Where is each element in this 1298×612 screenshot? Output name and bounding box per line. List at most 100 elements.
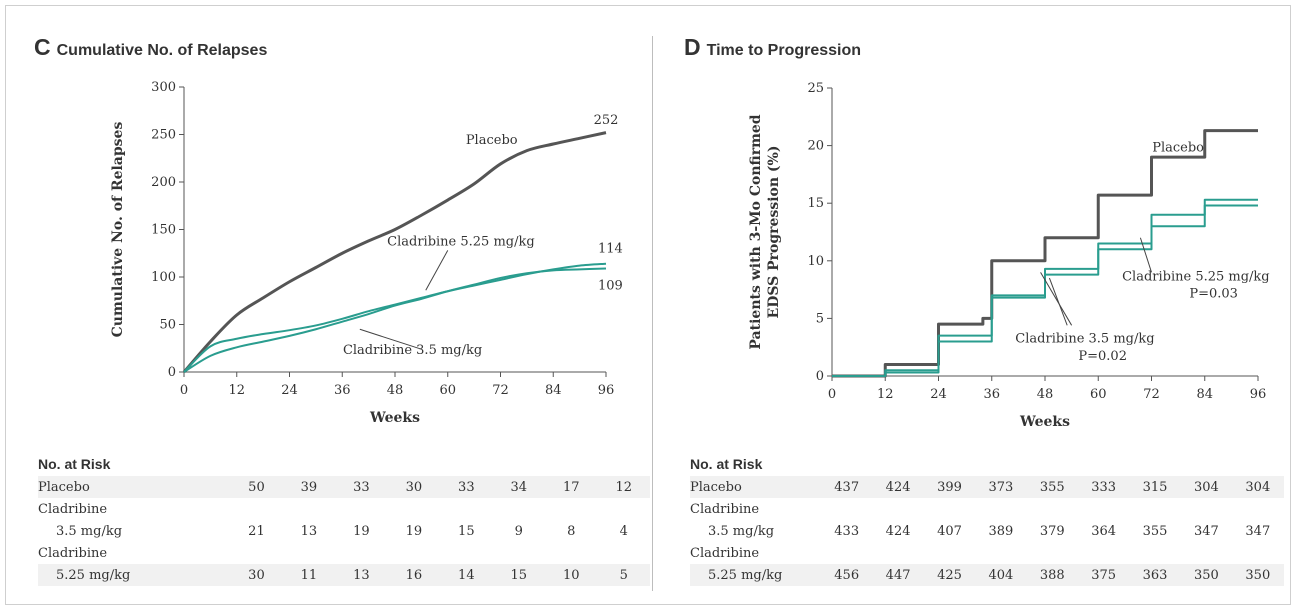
x-tick-label-96: 96 [1250, 387, 1267, 402]
panel-d-letter: D [684, 34, 701, 60]
risk-row: 3.5 mg/kg 433 424 407 389 379 364 355 347 347 [690, 520, 1284, 542]
y-tick-label-100: 100 [151, 270, 176, 285]
risk-value: 14 [440, 564, 493, 586]
x-tick-label-60: 60 [439, 383, 456, 398]
panel-c-title-text: Cumulative No. of Relapses [56, 42, 268, 59]
panel-c-letter: C [34, 34, 51, 60]
risk-value [975, 542, 1026, 564]
x-tick-label-48: 48 [387, 383, 404, 398]
risk-value: 39 [282, 476, 336, 498]
x-tick-label-84: 84 [545, 383, 562, 398]
risk-value: 34 [492, 476, 546, 498]
risk-value: 350 [1232, 564, 1284, 586]
risk-value: 9 [514, 523, 523, 539]
risk-value: 15 [492, 564, 546, 586]
risk-group-label: Placebo [38, 476, 231, 498]
progression-chart: 0 12 24 36 48 60 72 84 96 0 5 10 15 20 25 Weeks Patients… [748, 81, 1270, 430]
series-line-placebo [182, 131, 607, 373]
risk-value [598, 498, 651, 520]
risk-value [1181, 498, 1232, 520]
risk-value: 389 [988, 523, 1014, 539]
risk-value: 30 [230, 564, 283, 586]
risk-value: 364 [1091, 523, 1117, 539]
risk-value [872, 498, 923, 520]
risk-value: 8 [567, 523, 576, 539]
x-axis-label: Weeks [369, 410, 420, 426]
y-tick-label-300: 300 [151, 80, 176, 95]
risk-row: Cladribine [38, 542, 650, 564]
x-tick-label-60: 60 [1090, 387, 1107, 402]
risk-header: No. at Risk [690, 456, 763, 472]
panel-c-risk-table: No. at Risk Placebo 50 39 33 30 33 34 17 12 Cladr… [38, 452, 650, 586]
risk-value: 21 [248, 523, 265, 539]
x-tick-label-84: 84 [1196, 387, 1213, 402]
x-tick-label-0: 0 [828, 387, 836, 402]
risk-value [283, 498, 335, 520]
risk-row: 5.25 mg/kg 30 11 13 16 14 15 10 5 [38, 564, 650, 586]
risk-value [1129, 542, 1180, 564]
leader-line-2 [1040, 272, 1073, 326]
panel-d-title: D Time to Progression [684, 34, 861, 61]
risk-value [493, 498, 545, 520]
risk-value: 355 [1026, 476, 1078, 498]
risk-value: 33 [335, 476, 388, 498]
y-tick-label-25: 25 [807, 81, 824, 96]
x-tick-label-96: 96 [598, 383, 615, 398]
leader-line-1 [1139, 237, 1152, 273]
risk-value: 425 [923, 564, 976, 586]
y-tick-label-0: 0 [168, 365, 176, 380]
risk-value [440, 498, 492, 520]
risk-row: Placebo 50 39 33 30 33 34 17 12 [38, 476, 650, 498]
risk-value: 4 [619, 523, 628, 539]
risk-value: 373 [975, 476, 1027, 498]
series-line-cladribine-3-5-mg-kg [832, 204, 1258, 377]
risk-value: 363 [1129, 564, 1181, 586]
x-tick-label-0: 0 [180, 383, 188, 398]
risk-value: 379 [1039, 523, 1065, 539]
risk-value: 13 [300, 523, 318, 539]
series-line-placebo [832, 129, 1258, 378]
annotation-placebo: Placebo [1152, 140, 1204, 155]
risk-row: Cladribine [690, 498, 1284, 520]
risk-value [1181, 542, 1232, 564]
risk-value: 355 [1142, 523, 1168, 539]
series-line-cladribine-3-5-mg-kg [183, 267, 607, 373]
figure-frame [5, 5, 1291, 605]
y-tick-label-10: 10 [807, 254, 824, 269]
risk-value: 375 [1077, 564, 1130, 586]
risk-group-label: 3.5 mg/kg [708, 523, 775, 539]
risk-group-label: Cladribine [38, 501, 108, 517]
risk-row: Placebo 437 424 399 373 355 333 315 304 304 [690, 476, 1284, 498]
x-tick-label-12: 12 [877, 387, 894, 402]
risk-value [1232, 498, 1283, 520]
risk-value [1078, 498, 1129, 520]
x-tick-label-36: 36 [334, 383, 351, 398]
x-tick-label-24: 24 [930, 387, 947, 402]
risk-value: 433 [834, 523, 860, 539]
risk-group-label: 3.5 mg/kg [56, 523, 123, 539]
panel-d-title-text: Time to Progression [706, 42, 862, 59]
y-tick-label-20: 20 [807, 139, 824, 154]
risk-value [545, 498, 597, 520]
annotation-114: 114 [598, 241, 623, 256]
annotation-252: 252 [594, 113, 619, 128]
panel-c-title: C Cumulative No. of Relapses [34, 34, 267, 61]
risk-value [388, 542, 440, 564]
risk-value [335, 498, 387, 520]
y-tick-label-15: 15 [807, 196, 824, 211]
risk-value [821, 498, 872, 520]
relapses-chart: 0 12 24 36 48 60 72 84 96 0 50 100 150 200 250 300 Weeks… [110, 80, 623, 426]
y-tick-label-0: 0 [816, 369, 824, 384]
risk-value: 424 [872, 476, 924, 498]
x-tick-label-72: 72 [1143, 387, 1160, 402]
risk-value [440, 542, 492, 564]
risk-value [545, 542, 597, 564]
y-axis-label: Patients with 3-Mo Confirmed [748, 114, 764, 349]
risk-value: 304 [1180, 476, 1233, 498]
annotation-109: 109 [598, 278, 623, 293]
risk-value: 350 [1180, 564, 1233, 586]
annotation-cladribine-5-25-mg-kg: Cladribine 5.25 mg/kg [1122, 269, 1270, 284]
x-axis-label: Weeks [1019, 414, 1070, 430]
risk-value [388, 498, 440, 520]
